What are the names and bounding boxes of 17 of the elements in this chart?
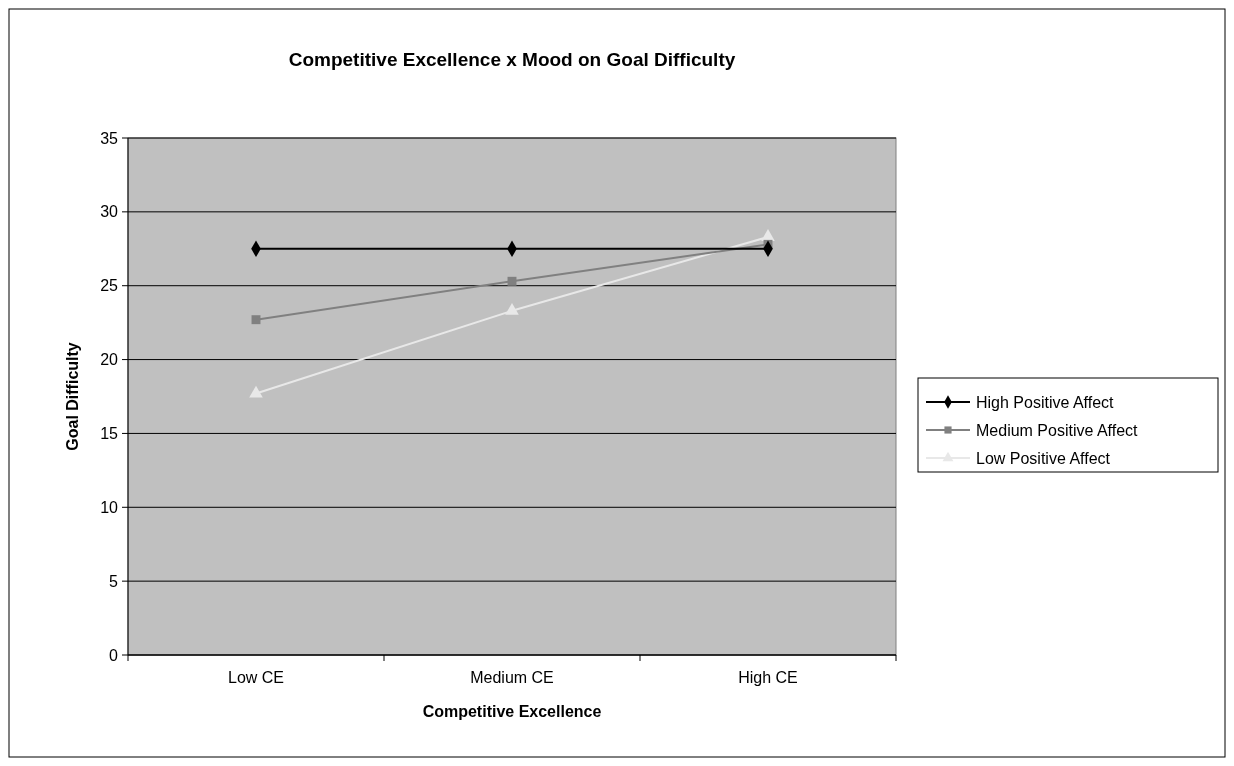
y-tick-label: 30 [100,203,119,221]
x-tick-label: Medium CE [470,669,554,686]
legend-label: Medium Positive Affect [976,421,1139,439]
y-axis-title: Goal Difficulty [64,342,81,451]
x-tick-label: High CE [738,669,798,686]
x-axis-title: Competitive Excellence [422,703,602,720]
y-tick-label: 0 [109,646,119,664]
y-tick-label: 10 [100,498,119,516]
y-tick-label: 35 [100,129,119,147]
chart-title: Competitive Excellence x Mood on Goal Difficulty [288,49,736,70]
legend-label: Low Positive Affect [976,449,1111,467]
y-tick-label: 25 [100,277,119,295]
y-tick-label: 20 [100,351,119,369]
x-tick-label: Low CE [227,669,285,686]
y-tick-label: 5 [109,572,119,590]
legend-label: High Positive Affect [976,393,1115,411]
y-tick-label: 15 [100,425,119,443]
